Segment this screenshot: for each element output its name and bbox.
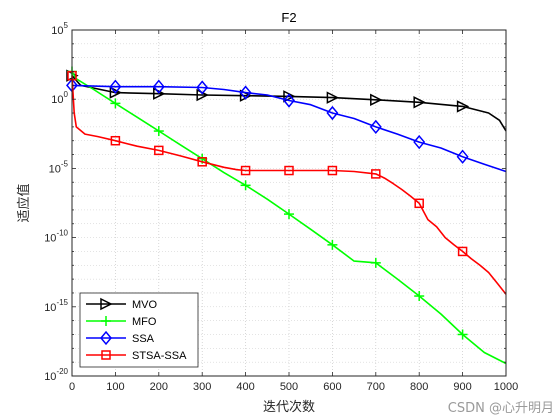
legend-item: STSA-SSA xyxy=(86,350,187,362)
legend: MVO MFO SSA STSA-SSA xyxy=(79,292,199,368)
axis-ticks: 0 100 200 300 400 500 600 700 800 900 1000 10-20 10-… xyxy=(44,21,518,393)
legend-item: MFO xyxy=(86,316,157,328)
series-marker xyxy=(414,198,424,209)
series-marker xyxy=(284,209,294,220)
legend-label: MVO xyxy=(132,299,158,311)
y-tick-label: 10-20 xyxy=(44,367,68,383)
series-marker xyxy=(109,86,123,99)
chart-title: F2 xyxy=(281,10,296,25)
series-marker xyxy=(327,239,338,250)
series-marker xyxy=(239,85,252,100)
legend-label: STSA-SSA xyxy=(132,350,187,362)
y-tick-label: 10-5 xyxy=(49,159,69,175)
series-marker xyxy=(109,79,122,94)
series-line xyxy=(71,71,507,365)
legend-item: MVO xyxy=(86,297,158,311)
series-marker xyxy=(196,80,209,95)
y-tick-label: 10-10 xyxy=(44,229,68,245)
series-marker xyxy=(284,165,294,176)
x-tick-label: 100 xyxy=(106,381,124,393)
series-line xyxy=(71,84,507,173)
series-marker xyxy=(283,93,295,108)
y-axis-label: 适应值 xyxy=(16,183,32,222)
legend-item: SSA xyxy=(86,330,155,346)
series-marker xyxy=(456,100,470,113)
x-axis-label: 迭代次数 xyxy=(263,399,315,415)
x-tick-label: 1000 xyxy=(494,381,518,393)
series-marker xyxy=(153,87,166,100)
legend-swatch-marker xyxy=(101,316,111,326)
legend-label: MFO xyxy=(132,316,157,328)
x-tick-label: 900 xyxy=(453,381,471,393)
series-marker xyxy=(154,145,164,156)
series-marker xyxy=(370,93,383,107)
series-marker xyxy=(413,134,426,150)
series-marker xyxy=(197,157,207,167)
series-marker xyxy=(457,329,468,340)
x-tick-label: 500 xyxy=(280,381,298,393)
series-marker xyxy=(413,96,426,109)
series-line xyxy=(71,75,507,132)
series-marker xyxy=(414,291,425,302)
legend-swatch-marker xyxy=(100,330,112,346)
series-marker xyxy=(326,105,339,121)
y-tick-label: 10-15 xyxy=(44,298,68,314)
series-ssa xyxy=(66,78,507,173)
series-marker xyxy=(369,119,382,135)
x-tick-label: 800 xyxy=(410,381,428,393)
x-tick-label: 700 xyxy=(367,381,385,393)
legend-label: SSA xyxy=(132,333,155,345)
x-tick-label: 300 xyxy=(193,381,211,393)
series-marker xyxy=(240,165,251,176)
series-marker xyxy=(153,126,164,137)
series-marker xyxy=(370,257,381,268)
legend-swatch-marker xyxy=(101,350,111,360)
series-marker xyxy=(457,246,468,257)
x-tick-label: 600 xyxy=(323,381,341,393)
series-marker xyxy=(456,149,469,164)
x-tick-label: 0 xyxy=(69,381,75,393)
x-tick-label: 200 xyxy=(150,381,168,393)
series-marker xyxy=(326,91,340,104)
series-marker xyxy=(327,165,338,176)
series-marker xyxy=(371,169,381,179)
series-marker xyxy=(110,135,121,146)
series-marker xyxy=(152,79,165,94)
y-tick-label: 100 xyxy=(51,90,68,106)
x-tick-label: 400 xyxy=(236,381,254,393)
series-marker xyxy=(110,98,121,109)
watermark-text: CSDN @心升明月 xyxy=(447,401,554,416)
y-tick-label: 105 xyxy=(51,21,68,37)
legend-swatch-marker xyxy=(100,297,113,311)
series-marker xyxy=(240,180,251,191)
